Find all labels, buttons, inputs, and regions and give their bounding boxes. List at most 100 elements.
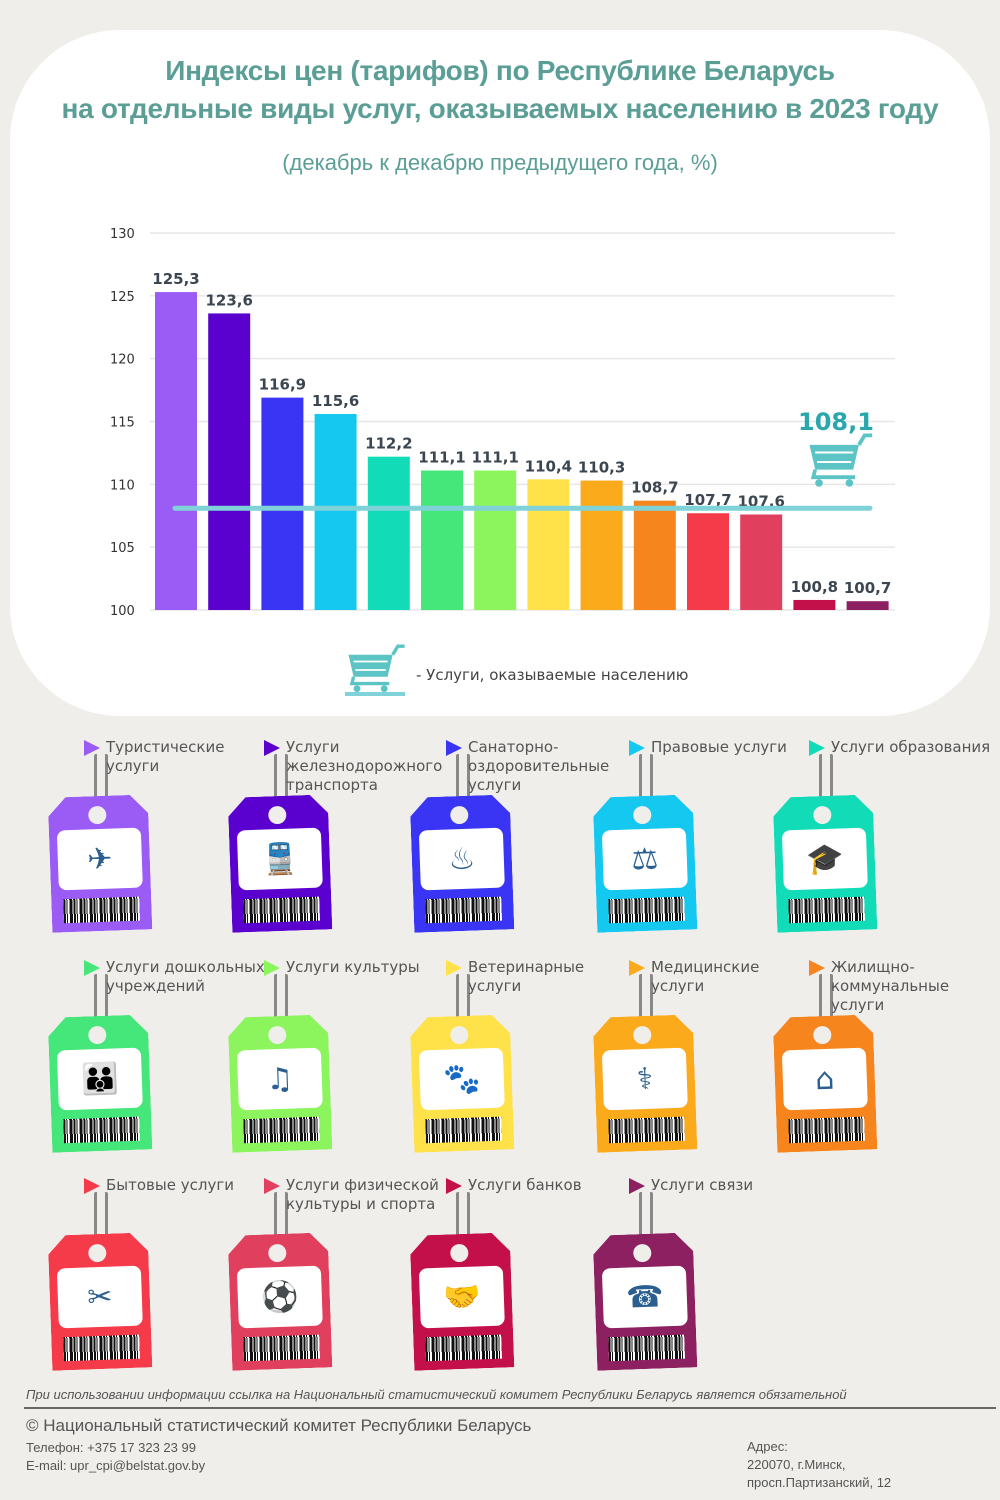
tag-label: Услуги железнодорожного транспорта (286, 738, 443, 794)
tag-label: Медицинские услуги (651, 958, 760, 995)
barcode-icon (425, 1335, 502, 1362)
legend-cart-icon (348, 644, 405, 693)
bar (208, 313, 251, 610)
tag-string (639, 754, 653, 799)
y-tick-label: 120 (110, 353, 135, 368)
address-line-2: просп.Партизанский, 12 (747, 1475, 892, 1490)
bar (367, 456, 410, 610)
y-tick-label: 125 (110, 290, 135, 305)
bar (793, 599, 836, 610)
train-icon: 🚆 (237, 828, 323, 891)
barcode-icon (425, 897, 502, 924)
price-tag: ⚖ (593, 794, 698, 932)
bar (421, 470, 463, 610)
address-label: Адрес: (747, 1439, 788, 1454)
tag-label: Услуги связи (651, 1176, 754, 1194)
barcode-icon (63, 1117, 140, 1144)
bar (474, 470, 517, 610)
family-icon: 👪 (57, 1048, 143, 1111)
bar (155, 292, 197, 610)
arrow-icon (84, 960, 100, 976)
price-tag: ⚕ (593, 1014, 698, 1152)
tag-label: Санаторно-оздоровительные услуги (468, 738, 610, 794)
arrow-icon (446, 1178, 462, 1194)
tag-hole (450, 806, 469, 825)
price-tag: 🤝 (410, 1232, 515, 1370)
barcode-icon (788, 1117, 865, 1144)
tag-hole (633, 1244, 652, 1263)
bar (527, 479, 570, 610)
tag-hole (633, 806, 652, 825)
bar (261, 397, 304, 610)
price-tag: ✂ (48, 1232, 153, 1370)
bar (314, 413, 357, 610)
tag-hole (268, 1244, 287, 1263)
email[interactable]: E-mail: upr_cpi@belstat.gov.by (26, 1458, 206, 1473)
service-tag: Туристические услуги ✈ (50, 738, 230, 948)
bar (633, 500, 676, 610)
service-tag: Ветеринарные услуги 🐾 (412, 958, 592, 1168)
copyright: © Национальный статистический комитет Ре… (26, 1416, 532, 1435)
barcode-icon (243, 1335, 320, 1362)
tag-string (639, 974, 653, 1019)
service-tag: Бытовые услуги ✂ (48, 1176, 234, 1386)
tag-string (94, 754, 108, 799)
tag-hole (450, 1026, 469, 1045)
service-tag: Услуги железнодорожного транспорта 🚆 (230, 738, 442, 948)
tag-hole (88, 806, 107, 825)
tag-hole (633, 1026, 652, 1045)
tag-label: Услуги физической культуры и спорта (286, 1176, 439, 1213)
service-tag: Санаторно-оздоровительные услуги ♨ (410, 738, 609, 948)
bar-chart: 100 105 110 115 120 125 130 125,3 123,6 116,9 115,… (110, 227, 895, 696)
tag-string (456, 974, 470, 1019)
tag-label: Услуги культуры (286, 958, 420, 976)
bar-value-label: 112,2 (365, 435, 412, 453)
price-tag: ✈ (48, 794, 153, 932)
y-tick-label: 130 (110, 227, 135, 242)
barcode-icon (63, 1335, 140, 1362)
bar-value-label: 111,1 (418, 449, 465, 467)
tag-hole (268, 806, 287, 825)
tag-label: Бытовые услуги (106, 1176, 234, 1194)
price-tag: 🐾 (410, 1014, 515, 1152)
bar (740, 514, 783, 610)
bar-value-label: 111,1 (471, 449, 518, 467)
legend-text: - Услуги, оказываемые населению (416, 666, 689, 684)
tag-label: Туристические услуги (106, 738, 225, 775)
address-line-1: 220070, г.Минск, (747, 1457, 846, 1472)
household-services-icon: ✂ (57, 1266, 143, 1329)
tag-string (274, 974, 288, 1019)
tag-label: Правовые услуги (651, 738, 787, 756)
arrow-icon (629, 960, 645, 976)
bar-value-label: 110,4 (525, 457, 572, 475)
arrow-icon (264, 1178, 280, 1194)
theatre-icon: ♫ (237, 1048, 323, 1111)
average-value-label: 108,1 (798, 408, 874, 436)
shopping-cart-icon (809, 433, 873, 487)
price-tag: ☎ (593, 1232, 698, 1370)
pets-icon: 🐾 (419, 1048, 505, 1111)
arrow-icon (629, 740, 645, 756)
title-line-1: Индексы цен (тарифов) по Республике Бела… (165, 55, 835, 86)
tag-string (94, 1192, 108, 1237)
service-tag: Услуги банков 🤝 (412, 1176, 592, 1386)
phone: Телефон: +375 17 323 23 99 (26, 1440, 196, 1455)
footer-divider (24, 1407, 996, 1409)
price-tag: ♨ (410, 794, 515, 932)
disclaimer: При использовании информации ссылка на Н… (26, 1387, 847, 1402)
bar-value-label: 115,6 (312, 392, 359, 410)
arrow-icon (629, 1178, 645, 1194)
y-tick-label: 110 (110, 478, 135, 493)
barcode-icon (608, 897, 685, 924)
price-tag: ♫ (228, 1014, 333, 1152)
arrow-icon (84, 740, 100, 756)
service-tag: Услуги связи ☎ (595, 1176, 775, 1386)
barcode-icon (608, 1335, 685, 1362)
service-tag: Медицинские услуги ⚕ (595, 958, 775, 1168)
tag-label: Жилищно-коммунальные услуги (831, 958, 950, 1014)
luggage-globe-icon: ✈ (57, 828, 143, 891)
service-tag: Жилищно-коммунальные услуги ⌂ (775, 958, 955, 1168)
barcode-icon (243, 897, 320, 924)
bar-value-label: 125,3 (152, 270, 199, 288)
tag-hole (268, 1026, 287, 1045)
